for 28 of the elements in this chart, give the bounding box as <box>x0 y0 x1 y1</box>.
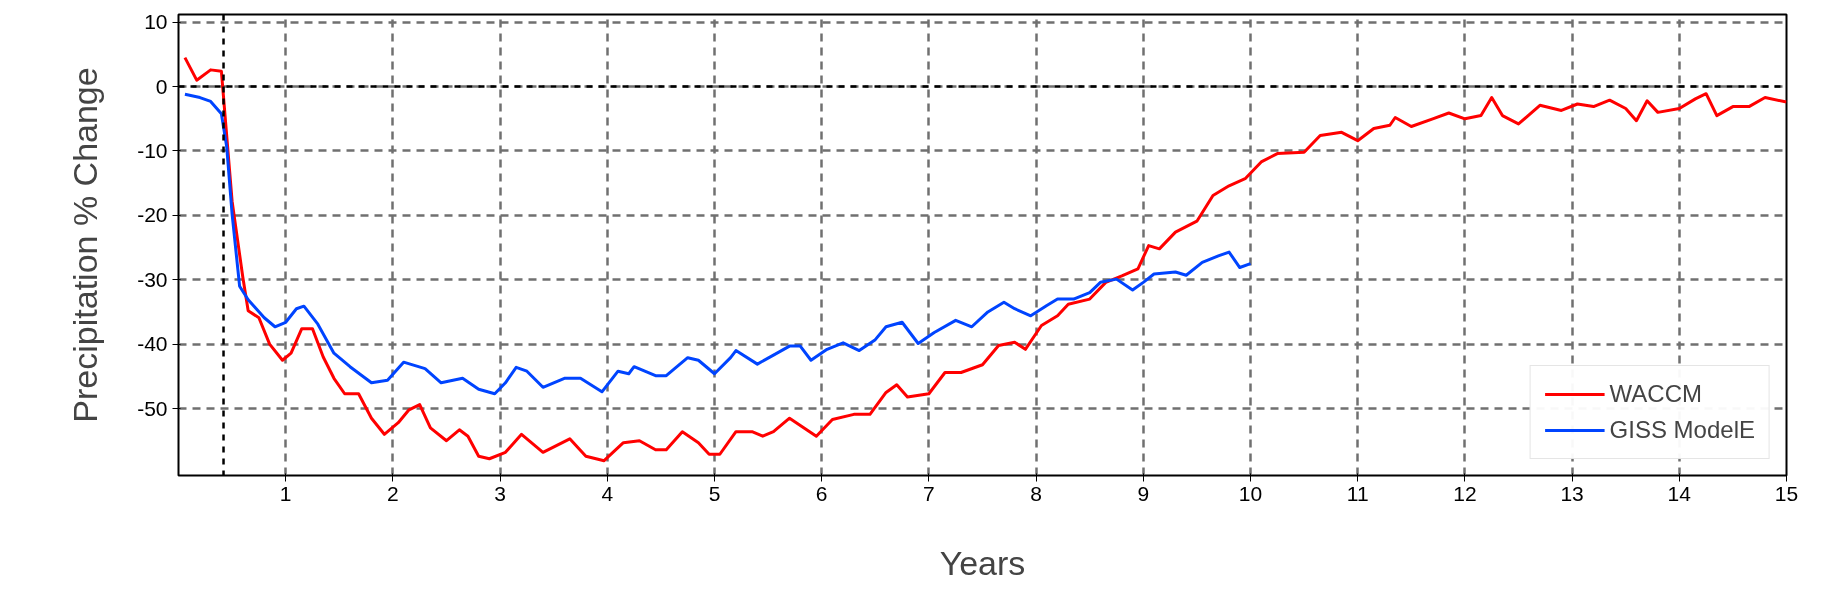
x-tick-label: 4 <box>601 481 614 505</box>
x-tick-label: 8 <box>1030 481 1042 505</box>
x-tick-label: 5 <box>708 481 721 505</box>
x-tick-label: 15 <box>1774 481 1799 505</box>
y-tick-label: -40 <box>137 332 168 356</box>
y-tick-label: 10 <box>144 10 168 34</box>
x-tick-label: 6 <box>815 481 828 505</box>
x-tick-label: 12 <box>1453 481 1477 505</box>
line-series <box>183 56 1787 463</box>
y-tick-label: -30 <box>137 267 168 291</box>
x-tick-label: 9 <box>1137 481 1150 505</box>
x-tick-label: 14 <box>1667 481 1692 505</box>
y-tick-label: -50 <box>137 396 168 420</box>
x-tick-label: 11 <box>1346 481 1369 505</box>
legend-label: GISS ModelE <box>1609 416 1755 444</box>
y-tick-label: 0 <box>155 74 168 98</box>
x-tick-label: 3 <box>494 481 506 505</box>
x-tick-label: 2 <box>387 481 399 505</box>
line-series <box>183 92 1252 396</box>
x-axis-title: Years <box>939 543 1026 582</box>
y-tick-label: -10 <box>137 139 168 162</box>
x-tick-label: 10 <box>1238 481 1263 505</box>
legend-label: WACCM <box>1609 380 1703 408</box>
y-axis-title: Precipitation % Change <box>66 67 105 423</box>
y-tick-label: -20 <box>137 203 168 227</box>
x-tick-label: 1 <box>279 481 292 505</box>
x-tick-label: 13 <box>1560 481 1584 505</box>
x-tick-label: 7 <box>923 481 935 505</box>
